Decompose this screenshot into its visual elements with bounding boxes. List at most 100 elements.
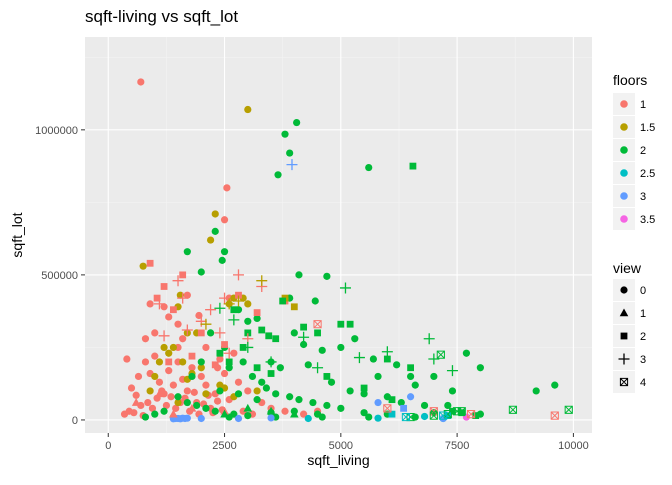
data-point xyxy=(262,384,271,392)
data-point xyxy=(125,407,133,415)
legend-color-swatch xyxy=(620,123,628,131)
data-point xyxy=(228,314,240,326)
data-point xyxy=(313,320,322,329)
data-point xyxy=(300,323,308,331)
data-point xyxy=(327,378,336,386)
data-point xyxy=(144,398,152,407)
data-point xyxy=(449,407,456,415)
data-point xyxy=(151,329,159,337)
legend-color-swatch xyxy=(620,192,628,200)
legend-shape-swatch xyxy=(620,286,628,294)
data-point xyxy=(242,341,254,353)
data-point xyxy=(205,304,217,316)
data-point xyxy=(211,407,219,415)
shape-legend-title: view xyxy=(613,260,642,276)
chart-title: sqft-living vs sqft_lot xyxy=(85,7,238,26)
data-point xyxy=(318,413,326,421)
data-point xyxy=(214,302,226,314)
data-point xyxy=(187,403,197,412)
data-point xyxy=(279,297,287,305)
data-point xyxy=(160,343,168,352)
data-point xyxy=(244,411,252,420)
data-point xyxy=(169,306,177,314)
data-point xyxy=(181,324,193,336)
data-point xyxy=(134,372,143,381)
data-point xyxy=(429,411,438,420)
data-point xyxy=(197,372,205,381)
data-point xyxy=(146,259,154,267)
data-point xyxy=(244,387,252,395)
data-point xyxy=(290,303,298,311)
data-point xyxy=(234,378,243,386)
data-point xyxy=(381,346,393,358)
data-point xyxy=(458,409,466,417)
data-point xyxy=(444,401,452,410)
data-point xyxy=(281,130,289,138)
data-point xyxy=(153,294,161,302)
data-point xyxy=(397,398,405,407)
legend-shape-swatch xyxy=(619,377,629,387)
data-point xyxy=(407,364,414,372)
data-point xyxy=(353,352,365,364)
data-point xyxy=(155,358,164,366)
data-point xyxy=(298,331,310,343)
legend-color-label: 3 xyxy=(640,191,646,203)
data-point xyxy=(314,329,321,337)
data-point xyxy=(266,406,276,415)
data-point xyxy=(253,314,261,323)
data-point xyxy=(351,335,359,343)
data-point xyxy=(346,320,354,328)
data-point xyxy=(172,404,180,412)
data-point xyxy=(225,364,233,372)
data-point xyxy=(197,358,205,366)
legend-color-swatch xyxy=(620,100,628,108)
data-point xyxy=(383,355,391,363)
data-point xyxy=(197,414,205,423)
data-point xyxy=(411,413,419,421)
data-point xyxy=(564,405,573,414)
data-point xyxy=(258,326,266,334)
legend-shape-label: 0 xyxy=(640,285,646,297)
data-point xyxy=(165,367,173,375)
legend-shape-swatch xyxy=(619,308,629,317)
data-point xyxy=(123,355,131,363)
legend-color-swatch xyxy=(620,169,628,177)
data-point xyxy=(235,291,242,299)
data-point xyxy=(272,335,280,343)
data-point xyxy=(365,163,373,172)
data-point xyxy=(139,262,147,270)
data-point xyxy=(188,372,196,381)
data-point xyxy=(155,378,164,386)
data-point xyxy=(393,361,401,369)
data-point xyxy=(462,349,471,357)
data-point xyxy=(323,272,331,280)
x-tick-label: 10000 xyxy=(558,440,589,452)
data-point xyxy=(446,365,458,377)
data-point xyxy=(420,412,429,421)
legend-color-label: 3.5 xyxy=(640,214,655,226)
data-point xyxy=(439,411,448,420)
data-point xyxy=(202,390,210,398)
data-point xyxy=(206,329,215,337)
data-point xyxy=(430,372,438,381)
color-legend-title: floors xyxy=(613,72,647,88)
data-point xyxy=(151,410,159,418)
data-point xyxy=(165,349,173,357)
data-point xyxy=(188,352,196,360)
data-point xyxy=(272,390,280,398)
data-point xyxy=(183,387,191,395)
data-point xyxy=(141,335,150,343)
data-point xyxy=(202,404,210,412)
legend-shape-swatch xyxy=(618,353,630,365)
data-point xyxy=(197,268,205,276)
data-point xyxy=(230,306,238,314)
data-point xyxy=(256,275,268,287)
data-point xyxy=(295,396,303,404)
data-point xyxy=(411,381,419,389)
data-point xyxy=(337,404,345,412)
data-point xyxy=(174,320,182,328)
data-point xyxy=(202,343,210,352)
legend-color-label: 1.5 xyxy=(640,122,655,134)
data-point xyxy=(265,332,273,340)
